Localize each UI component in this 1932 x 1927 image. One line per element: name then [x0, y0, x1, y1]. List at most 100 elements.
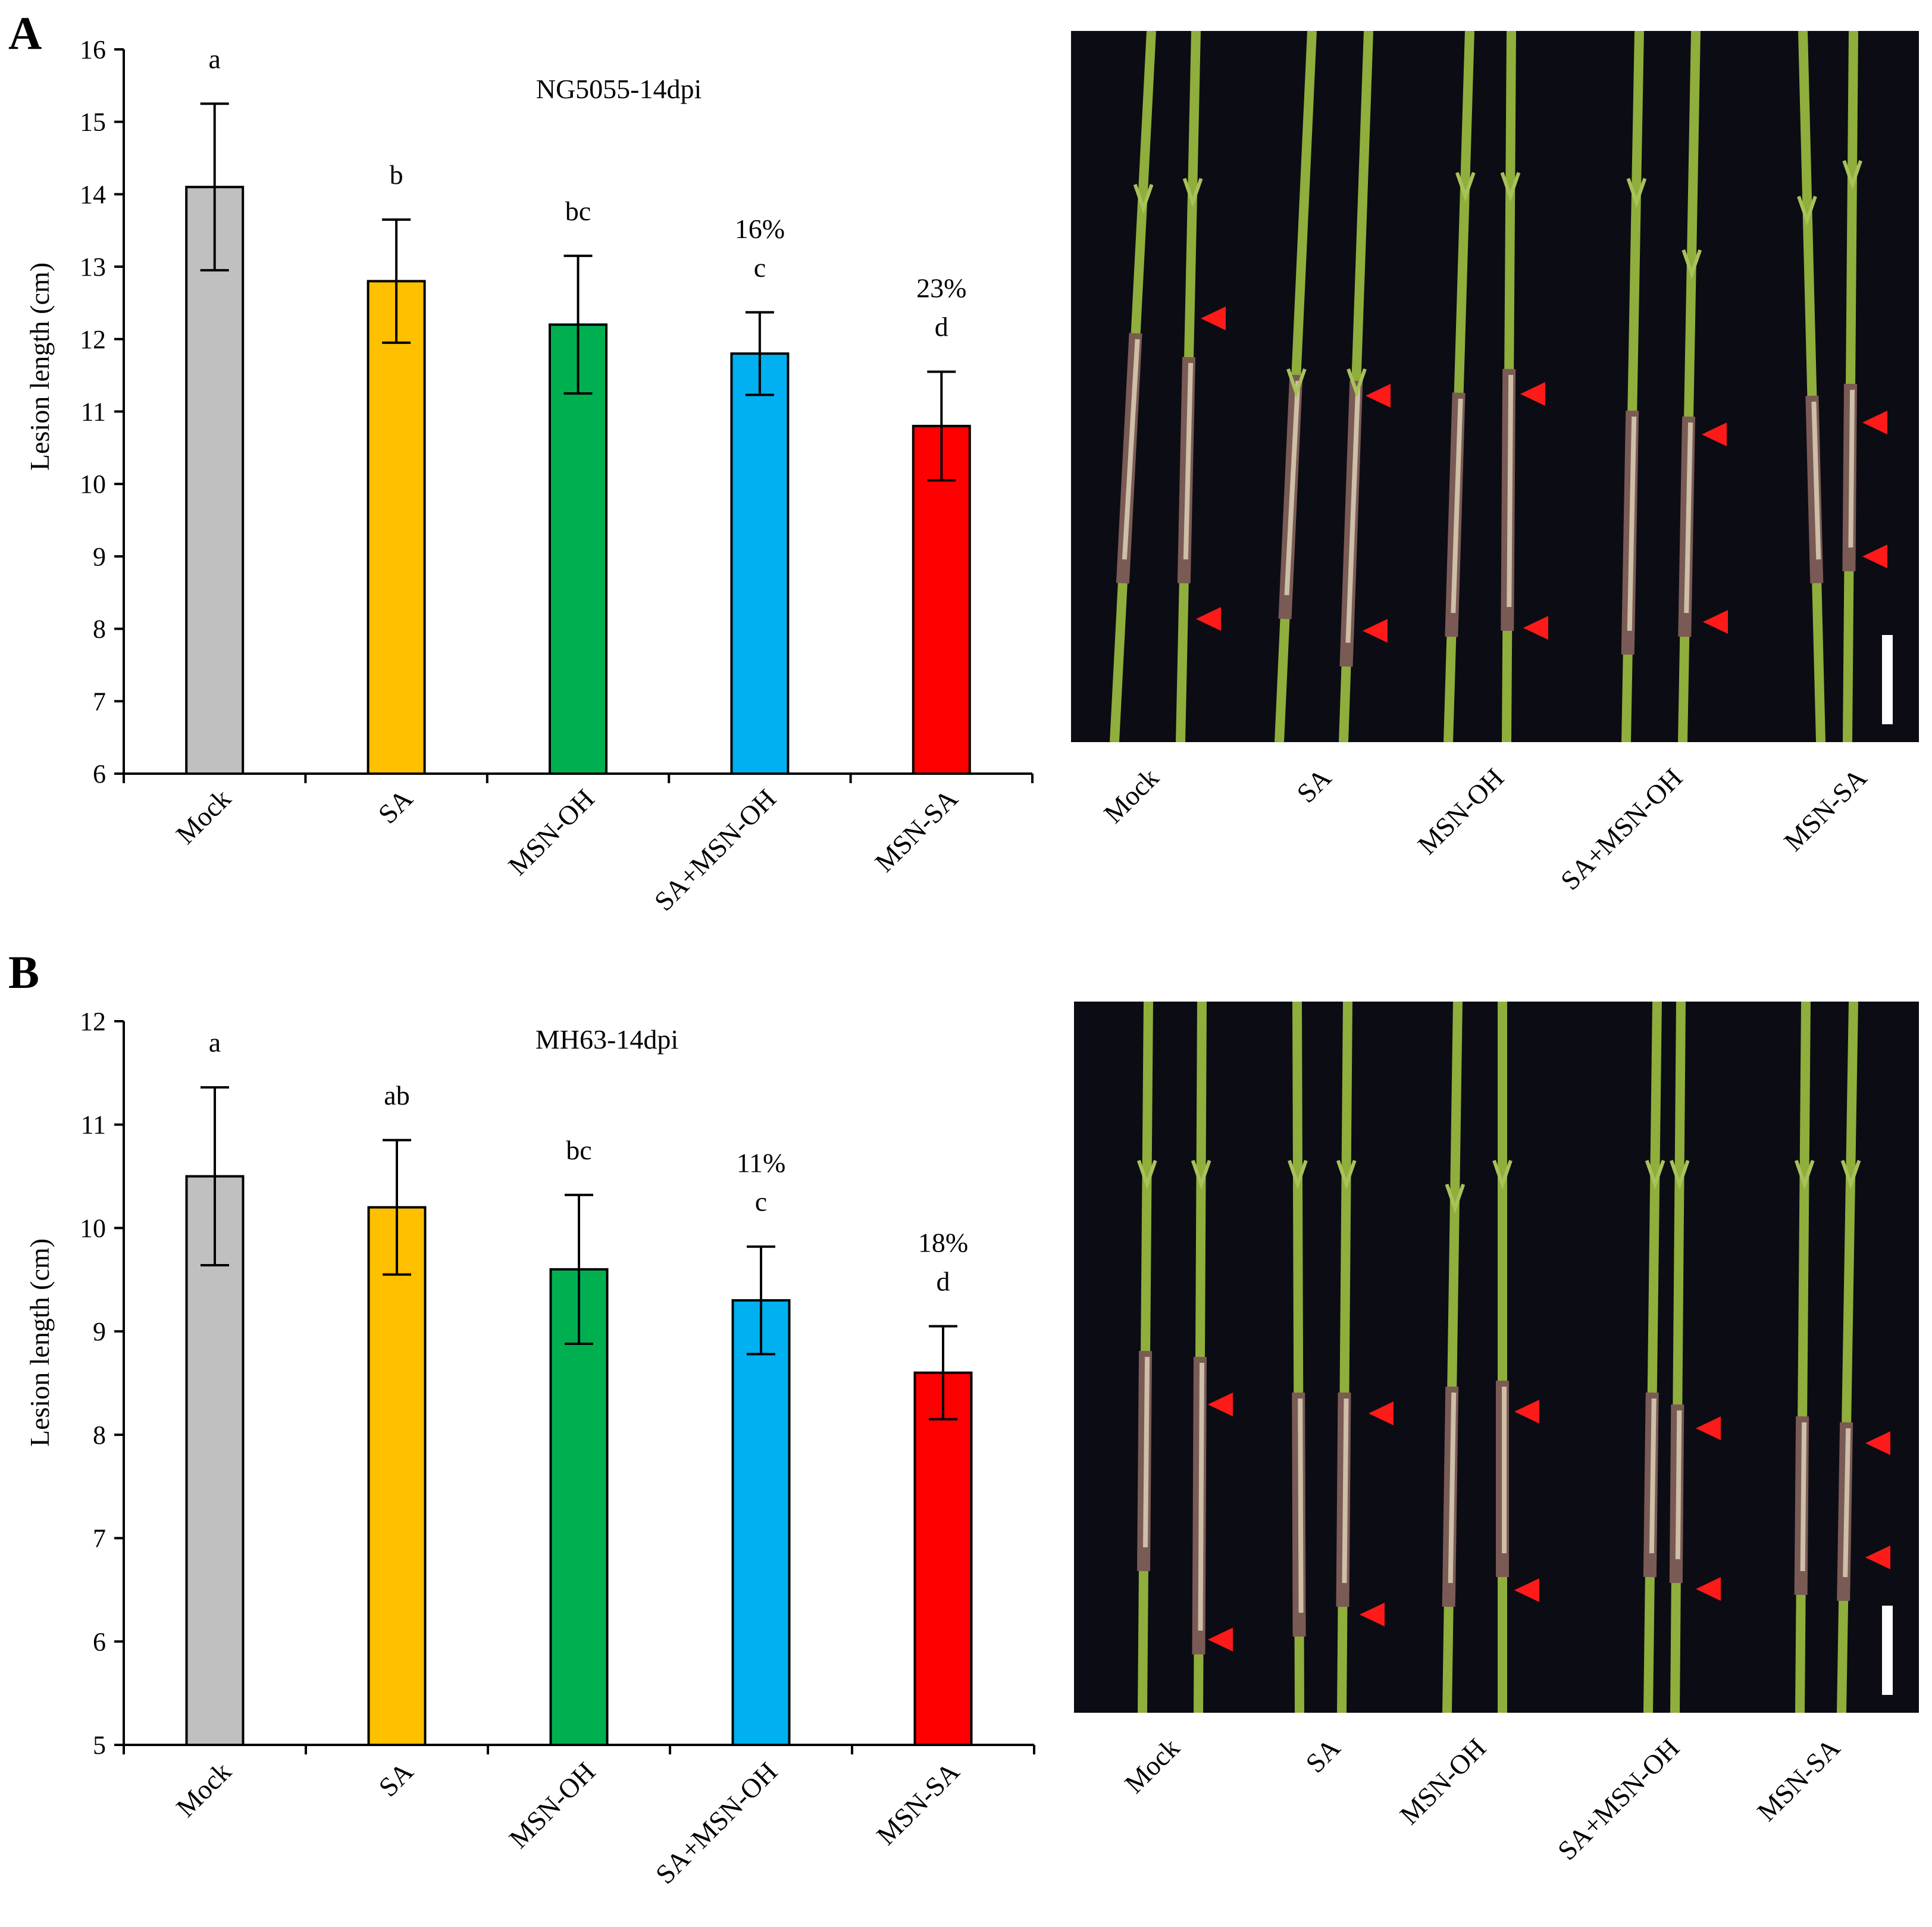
- photo-background-b: [1074, 1002, 1919, 1713]
- rice-stem-b: [1336, 1001, 1357, 1713]
- y-tick-label-a: 15: [80, 108, 106, 137]
- percent-label-msn-sa-a: 23%: [916, 273, 966, 304]
- bar-mock-b: [185, 1175, 245, 1746]
- rice-stem-b: [1837, 1001, 1861, 1713]
- sheath-a: [1682, 249, 1702, 280]
- x-tick-label-msn-sa-b: MSN-SA: [871, 1756, 965, 1851]
- photo-label-mock-b: Mock: [1119, 1732, 1185, 1799]
- y-tick-label-b: 12: [80, 1007, 106, 1036]
- lesion-highlight-a: [1345, 386, 1361, 643]
- photo-label-sa-b: SA: [1300, 1732, 1346, 1779]
- y-tick-label-a: 11: [81, 398, 106, 427]
- bar-msn-sa-b: [913, 1371, 973, 1747]
- rice-stem-b: [1669, 1001, 1690, 1713]
- lesion-highlight-b: [1142, 1356, 1150, 1548]
- panel-letter-b: B: [8, 946, 39, 998]
- y-tick-label-a: 16: [80, 35, 106, 64]
- sheath-a: [1797, 196, 1817, 226]
- lesion-arrow-a: [1201, 306, 1226, 330]
- photo-label-msn-sa-a: MSN-SA: [1778, 762, 1872, 857]
- percent-label-sa-msn-oh-a: 16%: [735, 214, 785, 244]
- rice-stem-a: [1443, 30, 1476, 743]
- lesion-arrow-b: [1865, 1431, 1890, 1455]
- significance-label-sa-msn-oh-a: c: [754, 252, 766, 283]
- significance-label-sa-msn-oh-b: c: [755, 1187, 767, 1217]
- lesion-highlight-b: [1448, 1392, 1457, 1584]
- lesion-arrow-a: [1363, 619, 1388, 643]
- rice-stem-a: [1797, 30, 1825, 743]
- lesion-highlight-b: [1800, 1422, 1807, 1572]
- rice-stem-b: [1191, 1001, 1211, 1713]
- lesion-arrow-a: [1702, 423, 1727, 446]
- rice-stem-photo-a: [1071, 30, 1919, 743]
- lesion-highlight-a: [1183, 362, 1194, 560]
- y-tick-label-a: 13: [80, 252, 106, 281]
- stem-b: [1643, 1001, 1662, 1713]
- y-tick-label-a: 8: [93, 615, 106, 644]
- sheath-a: [1455, 172, 1476, 202]
- x-tick-label-sa-a: SA: [372, 783, 419, 830]
- lesion-arrow-a: [1862, 411, 1887, 434]
- sheath-a: [1626, 178, 1647, 208]
- lesion-arrow-b: [1208, 1393, 1233, 1416]
- y-tick-label-a: 12: [80, 325, 106, 354]
- bar-sa-b: [367, 1206, 427, 1746]
- percent-label-msn-sa-b: 18%: [918, 1227, 968, 1257]
- percent-label-sa-msn-oh-b: 11%: [737, 1148, 786, 1178]
- sheath-b: [1136, 1160, 1157, 1190]
- rice-stem-a: [1678, 30, 1702, 743]
- panel-letter-a: A: [8, 7, 42, 59]
- lesion-highlight-a: [1507, 374, 1514, 608]
- sheath-a: [1286, 368, 1307, 399]
- lesion-highlight-b: [1198, 1362, 1204, 1631]
- sheath-a: [1842, 160, 1863, 190]
- lesion-arrow-a: [1366, 384, 1391, 408]
- lesion-arrow-a: [1523, 616, 1548, 640]
- y-tick-label-a: 7: [93, 687, 106, 716]
- significance-label-mock-a: a: [208, 43, 220, 74]
- significance-label-msn-oh-a: bc: [565, 196, 591, 226]
- photo-label-msn-oh-a: MSN-OH: [1412, 762, 1510, 860]
- photo-label-sa-msn-oh-a: SA+MSN-OH: [1555, 762, 1688, 896]
- rice-stem-b: [1288, 1001, 1308, 1713]
- rice-stem-a: [1339, 30, 1373, 743]
- sheath-a: [1133, 184, 1154, 214]
- lesion-arrow-a: [1196, 607, 1221, 631]
- chart-title-b: MH63-14dpi: [536, 1024, 678, 1055]
- lesion-highlight-b: [1649, 1398, 1657, 1554]
- significance-label-sa-b: ab: [384, 1080, 409, 1110]
- lesion-highlight-b: [1298, 1398, 1304, 1613]
- x-tick-label-sa-b: SA: [372, 1756, 419, 1803]
- significance-label-msn-sa-a: d: [935, 312, 948, 342]
- sheath-b: [1840, 1160, 1861, 1190]
- sheath-a: [1500, 172, 1521, 202]
- photo-label-sa-msn-oh-b: SA+MSN-OH: [1552, 1732, 1685, 1866]
- rice-stem-b: [1442, 1001, 1466, 1713]
- y-tick-label-a: 9: [93, 542, 106, 571]
- y-tick-label-a: 6: [93, 759, 106, 789]
- bar-sa-a: [367, 280, 426, 775]
- photo-label-mock-a: Mock: [1098, 762, 1164, 829]
- lesion-arrow-a: [1520, 382, 1545, 406]
- y-tick-label-a: 14: [80, 180, 106, 209]
- bar-sa-msn-oh-b: [731, 1299, 791, 1746]
- x-tick-label-msn-oh-b: MSN-OH: [503, 1756, 601, 1854]
- lesion-arrow-b: [1369, 1402, 1394, 1425]
- y-tick-label-b: 6: [93, 1627, 106, 1656]
- sheath-b: [1492, 1160, 1513, 1190]
- y-tick-label-b: 8: [93, 1421, 106, 1450]
- lesion-highlight-b: [1843, 1428, 1851, 1578]
- bar-sa-msn-oh-a: [730, 352, 790, 775]
- stem-b: [1670, 1001, 1686, 1713]
- lesion-arrow-a: [1862, 545, 1887, 568]
- lesion-arrow-a: [1703, 610, 1728, 634]
- lesion-arrow-b: [1514, 1578, 1539, 1602]
- photo-label-sa-a: SA: [1291, 762, 1337, 809]
- stem-a: [1798, 30, 1825, 743]
- rice-stem-a: [1275, 30, 1317, 743]
- bar-msn-oh-b: [549, 1268, 609, 1746]
- sheath-b: [1445, 1184, 1466, 1214]
- stem-b: [1795, 1001, 1811, 1713]
- y-tick-label-b: 11: [81, 1110, 106, 1140]
- rice-stem-b: [1136, 1001, 1157, 1713]
